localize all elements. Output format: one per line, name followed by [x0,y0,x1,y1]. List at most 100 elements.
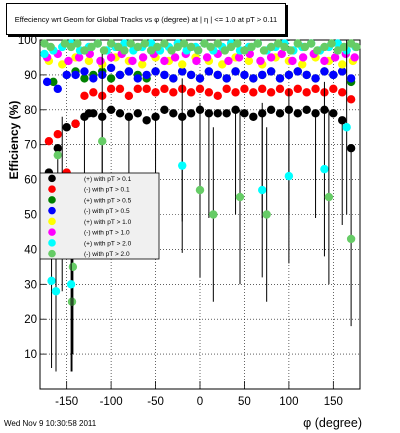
data-point [213,70,222,80]
data-point [133,42,142,52]
data-point [84,56,94,66]
data-point [186,109,196,118]
data-point [146,46,156,55]
data-point [89,88,98,97]
data-point [266,42,276,52]
data-point [66,42,76,52]
legend-entry: (-) with pT > 0.5 [84,208,130,215]
data-point [153,42,162,52]
data-point [352,42,361,52]
data-point [128,56,137,66]
data-point [320,42,329,52]
y-tick-label: 10 [24,349,37,361]
data-point [249,88,258,97]
data-point [67,297,77,306]
data-point [302,105,311,115]
data-points [40,39,361,372]
data-point [226,42,236,52]
data-point [151,112,160,121]
data-point [186,70,196,80]
data-point [106,105,116,115]
data-point [346,95,356,104]
data-point [98,137,107,146]
data-point [124,91,134,101]
data-point [302,70,311,80]
data-point [258,84,267,94]
data-point [96,56,105,66]
data-point [240,46,249,55]
data-point [293,109,302,118]
data-point [80,67,89,76]
data-point [311,74,320,83]
legend-marker [48,185,56,193]
data-point [64,56,73,66]
data-point [338,67,347,76]
data-point [142,84,151,94]
data-point [73,39,82,48]
data-point [160,105,169,115]
data-point [298,53,308,62]
data-point [240,70,249,80]
data-point [333,39,342,48]
data-point [293,39,302,48]
x-tick-label: -150 [55,396,78,408]
timestamp: Wed Nov 9 10:30:58 2011 [4,419,97,428]
legend-marker [48,249,56,258]
data-point [66,280,76,289]
data-point [342,123,351,132]
data-point [240,109,249,118]
data-point [204,67,214,76]
data-point [114,42,123,52]
data-point [306,39,316,48]
data-point [218,60,227,69]
data-point [53,150,62,160]
data-point [170,53,180,62]
data-point [222,109,231,118]
x-tick-label: -100 [100,396,123,408]
y-tick-label: 60 [24,175,37,187]
data-point [115,84,125,94]
data-point [179,39,189,48]
data-point [106,63,116,73]
data-point [160,39,169,48]
data-point [298,60,307,69]
legend-entry: (+) with pT > 0.1 [84,176,132,183]
data-point [93,39,102,48]
data-point [80,74,89,83]
data-point [169,109,178,118]
legend-marker [48,196,56,204]
data-point [202,53,212,62]
data-point [324,192,334,202]
data-point [71,70,80,80]
data-point [126,39,135,48]
data-point [233,39,242,48]
data-point [266,53,276,62]
data-point [89,109,98,118]
data-point [115,70,125,80]
data-point [235,192,245,202]
data-point [40,49,49,59]
data-point [115,109,125,118]
data-point [53,84,62,94]
data-point [80,91,89,101]
data-point [222,84,231,94]
data-point [249,112,258,121]
data-point [209,210,218,219]
data-point [346,74,356,83]
data-point [280,42,289,52]
data-point [240,84,249,94]
data-point [275,74,285,83]
data-point [169,88,178,97]
data-point [311,109,320,118]
legend-marker [48,239,56,247]
data-point [311,84,320,94]
data-point [89,74,98,83]
legend-entry: (+) with pT > 1.0 [84,219,132,226]
data-point [266,88,276,97]
data-point [339,42,349,52]
data-point [231,67,240,76]
data-point [313,46,322,55]
data-point [284,70,294,80]
data-point [53,143,62,153]
